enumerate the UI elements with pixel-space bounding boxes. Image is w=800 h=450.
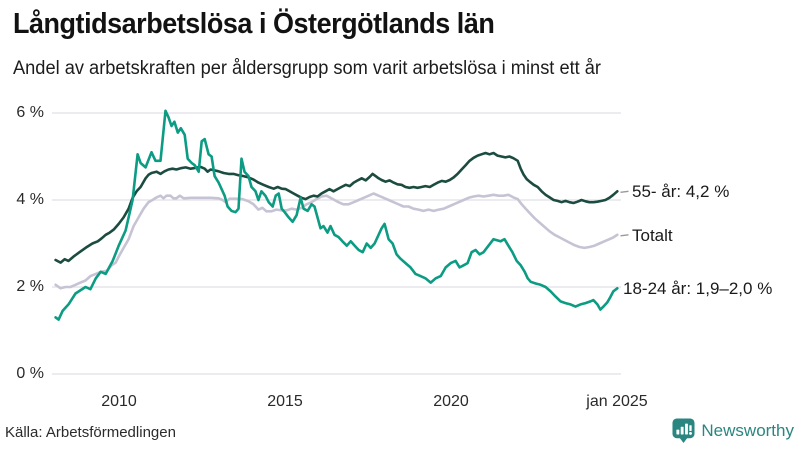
- label-dash-totalt: [620, 234, 629, 237]
- page-title: Långtidsarbetslösa i Östergötlands län: [13, 8, 495, 40]
- series-label-55-ar: 55- år: 4,2 %: [632, 182, 730, 202]
- y-tick-label-2: 2 %: [16, 278, 44, 295]
- series-label-18-24-ar: 18-24 år: 1,9–2,0 %: [623, 279, 773, 299]
- x-tick-label-2010: 2010: [101, 393, 137, 410]
- series-line-55-ar: [54, 151, 619, 264]
- series-label-totalt: Totalt: [632, 225, 673, 245]
- brand-wordmark: Newsworthy: [701, 421, 794, 440]
- y-tick-label-4: 4 %: [16, 191, 44, 208]
- series-line-totalt: [54, 192, 619, 290]
- newsworthy-logo-icon: [672, 418, 695, 444]
- y-tick-label-6: 6 %: [16, 104, 44, 121]
- brand-lockup: Newsworthy: [672, 418, 794, 444]
- x-tick-label-2025: jan 2025: [586, 393, 648, 410]
- y-tick-label-0: 0 %: [16, 365, 44, 382]
- label-dash-55-ar: [620, 190, 629, 193]
- series-line-18-24-ar: [54, 109, 619, 321]
- source-note: Källa: Arbetsförmedlingen: [5, 424, 176, 441]
- x-tick-label-2020: 2020: [433, 393, 469, 410]
- page-subtitle: Andel av arbetskraften per åldersgrupp s…: [13, 58, 602, 79]
- x-tick-label-2015: 2015: [267, 393, 303, 410]
